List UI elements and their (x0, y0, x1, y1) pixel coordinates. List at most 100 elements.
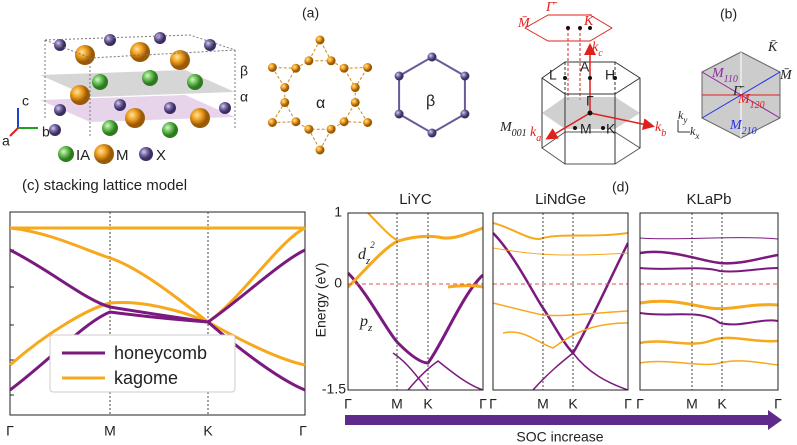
bond (271, 66, 297, 89)
k-label: b (661, 128, 666, 139)
crystal (44, 32, 236, 138)
legend-label: M (116, 147, 129, 164)
atom (280, 83, 290, 93)
panel-c (9, 248, 306, 324)
x-tick-label: K (568, 396, 578, 412)
lattice-label: α (316, 95, 325, 112)
orbital-label: pz (359, 313, 373, 334)
panel-b (588, 26, 592, 30)
atom (92, 74, 108, 90)
k-label: c (598, 48, 603, 59)
panel-c (9, 226, 306, 324)
panel-b (578, 26, 582, 30)
band (640, 336, 778, 345)
x-tick-label: Γ (774, 396, 782, 412)
x-tick-label: M (391, 396, 403, 412)
x-tick-label: K (203, 423, 213, 439)
x-tick-label: K (423, 396, 433, 412)
x-tick-label: Γ (624, 396, 632, 412)
panel-c (10, 249, 14, 396)
atom (125, 108, 145, 128)
atom (326, 56, 336, 66)
atom (315, 35, 325, 45)
panel-a (9, 127, 19, 137)
panel-d: (d) Energy (eV) 1 0 -1.5 dz2 pz SOC incr… (313, 179, 782, 445)
plane-label: M110 (711, 66, 738, 85)
k-label: kc (592, 40, 603, 59)
bond (308, 38, 332, 62)
layer-label: β (240, 63, 248, 79)
plane-label: 120 (750, 100, 765, 111)
k-label: k (655, 120, 662, 135)
orbital-label: z (367, 322, 373, 334)
plane-label: M210 (729, 118, 757, 137)
panel-b (601, 126, 605, 130)
panel-b (589, 112, 655, 131)
x-tick-label: Γ (636, 396, 644, 412)
cell-edge (44, 34, 236, 138)
atom (363, 118, 373, 127)
panel-b (524, 14, 613, 42)
orbital-label: 2 (370, 240, 375, 250)
atom (291, 117, 301, 127)
axis-label: b (42, 124, 50, 140)
atom (427, 128, 437, 138)
atom (427, 52, 437, 62)
surface-point: M̄ (517, 16, 531, 31)
x-tick-label: M (104, 423, 116, 439)
surface-point: Γ̄ (545, 0, 558, 15)
bond (271, 101, 297, 124)
x-tick-label: Γ (299, 423, 307, 439)
legend-label: IA (76, 147, 90, 164)
atom (70, 85, 90, 105)
panel-title: LiYC (399, 191, 432, 208)
atom (49, 124, 61, 136)
bands (640, 237, 778, 366)
k-label: x (694, 131, 699, 141)
band (348, 226, 483, 289)
panel-d (768, 410, 782, 430)
band (493, 232, 628, 356)
atom (304, 124, 314, 134)
axis-label: a (2, 133, 10, 149)
orbital-label: d (358, 246, 367, 263)
k-label: k (592, 40, 599, 55)
alpha-lattice (267, 35, 373, 155)
plane-label: M (737, 92, 751, 107)
axis-label: c (22, 93, 29, 109)
panel-a (139, 147, 153, 161)
band (493, 302, 628, 317)
k-label: kb (655, 120, 666, 139)
atom (350, 97, 360, 107)
band (493, 247, 628, 256)
bz-point: H (605, 67, 615, 83)
atom (291, 63, 301, 73)
panel-c (9, 211, 306, 416)
bond (343, 101, 369, 124)
bz-point: M (580, 121, 592, 137)
surface-point: K̄ (583, 14, 594, 29)
x-tick-label: Γ (479, 396, 487, 412)
atom (350, 83, 360, 93)
plot-frame (639, 212, 779, 391)
panel-b (545, 112, 591, 140)
x-tick-label: K (717, 396, 727, 412)
atom (394, 71, 404, 81)
bz-point: K (606, 121, 616, 137)
band (640, 299, 778, 311)
legend-label: honeycomb (114, 343, 207, 363)
atom (164, 102, 176, 114)
k-label: k (678, 108, 684, 122)
band (502, 322, 628, 349)
legend-label: kagome (114, 368, 178, 388)
plot-frame (492, 212, 629, 391)
band (493, 222, 628, 240)
atom (326, 124, 336, 134)
band (447, 284, 483, 289)
atom (339, 117, 349, 127)
surface-point: M̄ (779, 68, 793, 83)
y-axis-label: Energy (eV) (313, 263, 329, 338)
k-label: k (690, 124, 696, 138)
band-plot: LiNdGe Γ M K Γ (489, 191, 632, 412)
atom (190, 108, 210, 128)
